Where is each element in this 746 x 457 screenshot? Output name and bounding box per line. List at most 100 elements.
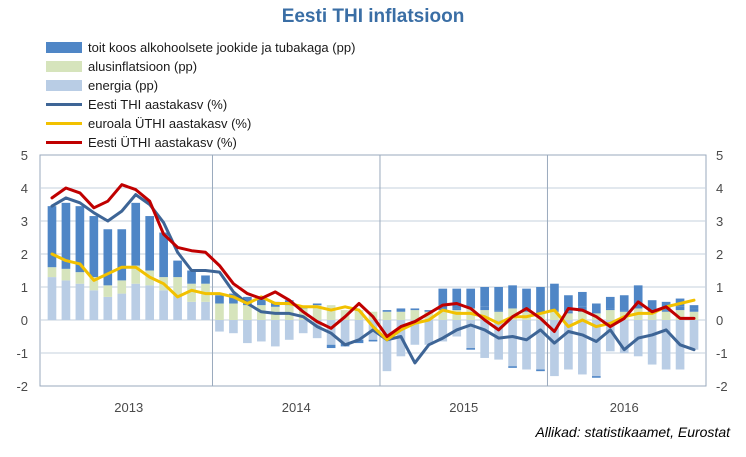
bar-segment [689, 308, 699, 312]
bar-segment [159, 232, 168, 278]
bar-segment [605, 320, 615, 352]
bar-segment [675, 306, 685, 311]
legend-swatch-estonia-hicp [46, 141, 82, 144]
legend-label-cpi: Eesti THI aastakasv (%) [88, 97, 228, 112]
bar-segment [298, 308, 308, 320]
bar-segment [550, 283, 559, 311]
bar-segment [661, 310, 671, 312]
bar-segment [480, 306, 489, 311]
bar-segment [522, 310, 531, 312]
bar-segment [243, 305, 252, 320]
bar-segment [550, 320, 559, 377]
bar-segment [257, 320, 266, 342]
bar-segment [382, 311, 392, 320]
bar-segment [117, 293, 127, 320]
bar-segment [619, 320, 629, 353]
bar-segment [215, 295, 224, 304]
bar-segment [591, 320, 601, 377]
bar-segment [438, 320, 448, 342]
bar-segment [243, 320, 252, 344]
bar-segment [522, 320, 531, 370]
y-tick-label-left: 2 [21, 247, 28, 262]
y-tick-label-right: -2 [716, 379, 728, 394]
bar-segment [75, 206, 85, 273]
bar-segment [75, 283, 85, 320]
bar-segment [257, 296, 266, 306]
bar-segment [187, 301, 196, 320]
y-tick-label-left: 0 [21, 313, 28, 328]
bar-segment [215, 320, 224, 332]
bar-segment [47, 277, 57, 320]
bar-segment [452, 308, 462, 311]
bar-segment [382, 320, 392, 372]
bar-segment [522, 288, 531, 311]
bar-segment [89, 277, 99, 291]
legend-label-estonia-hicp: Eesti ÜTHI aastakasv (%) [88, 135, 237, 150]
y-tick-label-right: 2 [716, 247, 723, 262]
bar-segment [661, 320, 671, 370]
bar-segment [466, 348, 476, 350]
bar-segment [564, 320, 573, 370]
bar-segment [452, 320, 462, 337]
bar-segment [340, 320, 350, 344]
bar-segment [75, 272, 85, 284]
bar-segment [410, 310, 420, 320]
bar-segment [368, 339, 378, 342]
x-year-label: 2014 [282, 400, 311, 415]
bar-segment [536, 287, 545, 314]
bar-segment [647, 313, 657, 320]
bar-segment [173, 260, 182, 278]
bar-segment [508, 285, 517, 309]
bar-segment [187, 270, 196, 284]
legend-item-cpi: Eesti THI aastakasv (%) [46, 95, 355, 114]
bar-segment [131, 202, 141, 266]
legend-item-energy: energia (pp) [46, 76, 355, 95]
bar-segment [173, 295, 182, 320]
bar-segment [466, 288, 476, 309]
bar-segment [103, 296, 113, 320]
bar-segment [117, 229, 127, 281]
y-tick-label-right: 4 [716, 181, 723, 196]
bar-segment [647, 320, 657, 365]
bar-segment [564, 313, 573, 320]
bar-segment [396, 311, 406, 320]
legend-label-energy: energia (pp) [88, 78, 159, 93]
bar-segment [480, 310, 489, 320]
bar-segment [145, 285, 155, 320]
source-note: Allikad: statistikaamet, Eurostat [535, 424, 730, 440]
bar-segment [633, 285, 643, 304]
chart-title: Eesti THI inflatsioon [281, 6, 465, 27]
y-tick-label-left: -2 [16, 379, 28, 394]
bar-segment [508, 320, 517, 367]
legend-swatch-core [46, 61, 82, 72]
bar-segment [382, 310, 392, 312]
bar-segment [298, 320, 308, 334]
bar-segment [354, 339, 364, 344]
bar-segment [424, 310, 434, 312]
bar-segment [117, 280, 127, 294]
line-euro-hicp [50, 252, 696, 342]
bar-segment [131, 283, 141, 320]
bar-segment [243, 296, 252, 306]
y-tick-label-right: 5 [716, 148, 723, 163]
bar-segment [312, 305, 322, 320]
bar-segment [619, 310, 629, 312]
bar-segment [494, 287, 503, 311]
legend-item-estonia-hicp: Eesti ÜTHI aastakasv (%) [46, 133, 355, 152]
bar-segment [633, 303, 643, 309]
legend-item-core: alusinflatsioon (pp) [46, 57, 355, 76]
bar-segment [466, 320, 476, 349]
y-tick-label-left: 5 [21, 148, 28, 163]
bar-segment [187, 283, 196, 302]
bar-segment [647, 300, 657, 312]
bar-segment [173, 277, 182, 296]
bar-segment [396, 308, 406, 312]
bar-segment [619, 295, 629, 311]
legend-swatch-food [46, 42, 82, 53]
bar-segment [284, 320, 294, 340]
bar-segment [564, 311, 573, 314]
bar-segment [61, 280, 71, 320]
bar-segment [215, 303, 224, 320]
legend-item-euro-hicp: euroala ÜTHI aastakasv (%) [46, 114, 355, 133]
bar-segment [103, 229, 113, 286]
